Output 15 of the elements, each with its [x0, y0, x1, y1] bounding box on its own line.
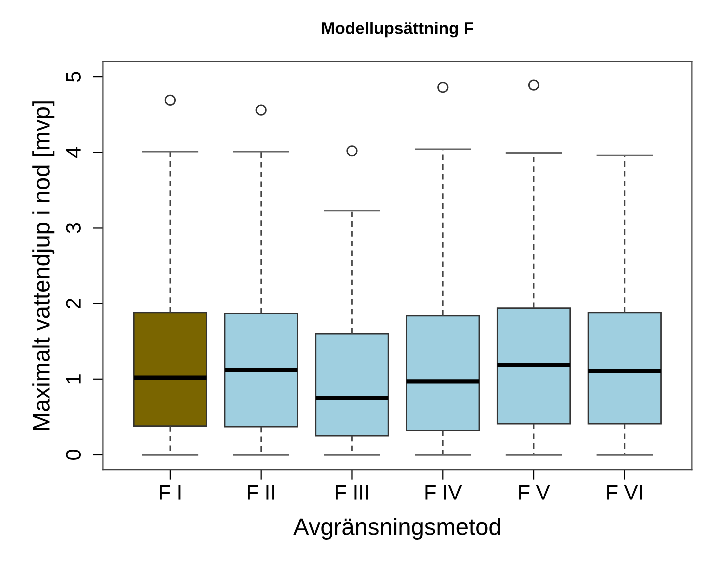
x-axis-title: Avgränsningsmetod — [294, 518, 500, 540]
chart-title: Modellupsättning F — [322, 22, 474, 38]
y-tick-label: 2 — [66, 299, 81, 309]
y-tick-label: 1 — [66, 374, 81, 384]
y-tick-label: 0 — [66, 450, 82, 460]
x-tick-label: F I — [160, 485, 181, 500]
x-tick-label: F V — [520, 485, 550, 500]
y-tick-label: 3 — [66, 223, 82, 234]
y-tick-label: 5 — [66, 72, 82, 82]
y-axis-title: Maximalt vattendjup i nod [mvp] — [32, 102, 55, 430]
x-tick-label: F III — [336, 485, 368, 500]
y-tick-label: 4 — [66, 147, 81, 158]
x-tick-label: F VI — [608, 485, 642, 500]
x-tick-label: F IV — [426, 485, 462, 500]
x-tick-label: F II — [248, 485, 274, 500]
